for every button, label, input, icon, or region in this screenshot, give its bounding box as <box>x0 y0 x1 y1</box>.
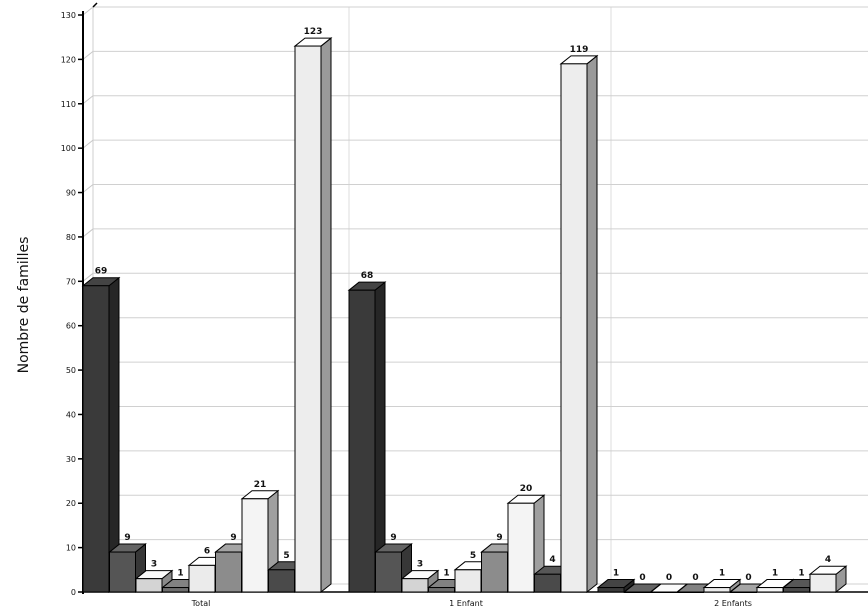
y-tick-label: 0 <box>71 588 76 597</box>
bar-side <box>586 54 598 594</box>
bar-front <box>135 578 163 593</box>
bar-side <box>320 37 332 594</box>
bar-front <box>454 569 482 593</box>
bar-front <box>624 591 651 593</box>
data-label: 68 <box>361 271 374 281</box>
data-label: 0 <box>692 573 698 583</box>
bar-front <box>481 551 508 593</box>
y-axis-title: Nombre de familles <box>16 237 32 374</box>
data-label: 4 <box>549 555 555 565</box>
bar-front <box>401 578 429 593</box>
bar-front <box>188 564 216 593</box>
bar-2-0 <box>596 578 636 594</box>
bars <box>81 37 848 594</box>
bar-2-8 <box>808 565 848 594</box>
bar-front <box>109 551 136 593</box>
bar-front <box>268 569 295 593</box>
y-tick-label: 80 <box>66 233 76 242</box>
data-label: 0 <box>745 573 751 583</box>
gridline-side <box>82 228 94 238</box>
data-label: 4 <box>825 555 831 565</box>
grid <box>78 2 868 594</box>
bar-front <box>82 285 110 593</box>
category-label: Total <box>191 599 211 608</box>
bar-front <box>650 591 678 593</box>
bar-1-6 <box>506 494 546 594</box>
gridline-side <box>82 6 94 16</box>
y-tick-label: 50 <box>66 366 76 375</box>
data-label: 3 <box>151 560 157 570</box>
y-tick-label: 100 <box>61 144 76 153</box>
data-label: 9 <box>124 533 130 543</box>
data-label: 9 <box>496 533 502 543</box>
data-label: 1 <box>772 569 778 579</box>
gridline-side <box>82 95 94 105</box>
y-tick-label: 60 <box>66 322 76 331</box>
bar-0-2 <box>134 569 174 594</box>
data-label: 20 <box>520 484 533 494</box>
bar-front <box>783 587 810 593</box>
y-tick-label: 40 <box>66 410 76 419</box>
bar-front <box>428 587 455 593</box>
data-label: 5 <box>283 551 289 561</box>
bar-front <box>348 289 376 593</box>
data-label: 0 <box>666 573 672 583</box>
bar-front <box>507 502 535 593</box>
data-label: 69 <box>95 267 108 277</box>
gridline-side <box>82 50 94 60</box>
data-label: 9 <box>230 533 236 543</box>
y-axis-top <box>92 2 98 8</box>
bar-front <box>162 587 189 593</box>
bar-1-0 <box>347 281 387 594</box>
bar-front <box>597 587 625 593</box>
data-label: 5 <box>470 551 476 561</box>
data-label: 9 <box>390 533 396 543</box>
data-label: 1 <box>798 569 804 579</box>
bar-front <box>534 573 561 593</box>
bar-front <box>560 63 588 593</box>
gridline-side <box>82 184 94 193</box>
bar-front <box>703 587 731 593</box>
y-tick-label: 110 <box>61 100 76 109</box>
y-tick-label: 120 <box>61 55 76 64</box>
y-tick-label: 70 <box>66 277 76 286</box>
data-label: 1 <box>719 569 725 579</box>
y-tick-label: 30 <box>66 455 76 464</box>
bar-front <box>215 551 242 593</box>
data-label: 1 <box>177 569 183 579</box>
category-label: 1 Enfant <box>449 599 483 608</box>
bar-1-8 <box>559 54 599 594</box>
bar-side <box>108 276 120 594</box>
data-label: 0 <box>639 573 645 583</box>
bar-front <box>677 591 704 593</box>
bar-front <box>241 498 269 593</box>
data-label: 123 <box>304 27 323 37</box>
y-tick-label: 20 <box>66 499 76 508</box>
y-tick-label: 10 <box>66 544 76 553</box>
data-label: 6 <box>204 546 210 556</box>
category-label: 2 Enfants <box>714 599 752 608</box>
bar-front <box>730 591 757 593</box>
data-label: 1 <box>613 569 619 579</box>
bar-0-8 <box>293 37 333 594</box>
bar-front <box>756 587 784 593</box>
gridline-side <box>82 272 94 282</box>
data-label: 21 <box>254 480 267 490</box>
data-label: 3 <box>417 560 423 570</box>
data-label: 119 <box>570 45 589 55</box>
bar-0-0 <box>81 276 121 594</box>
bar-1-1 <box>374 543 413 594</box>
y-tick-label: 90 <box>66 189 76 198</box>
data-label: 1 <box>443 569 449 579</box>
bar-front <box>809 573 837 593</box>
bar-front <box>375 551 402 593</box>
bar-front <box>294 45 322 593</box>
labels: 0102030405060708090100110120130699316921… <box>61 11 831 608</box>
gridline-side <box>82 139 94 149</box>
y-tick-label: 130 <box>61 11 76 20</box>
